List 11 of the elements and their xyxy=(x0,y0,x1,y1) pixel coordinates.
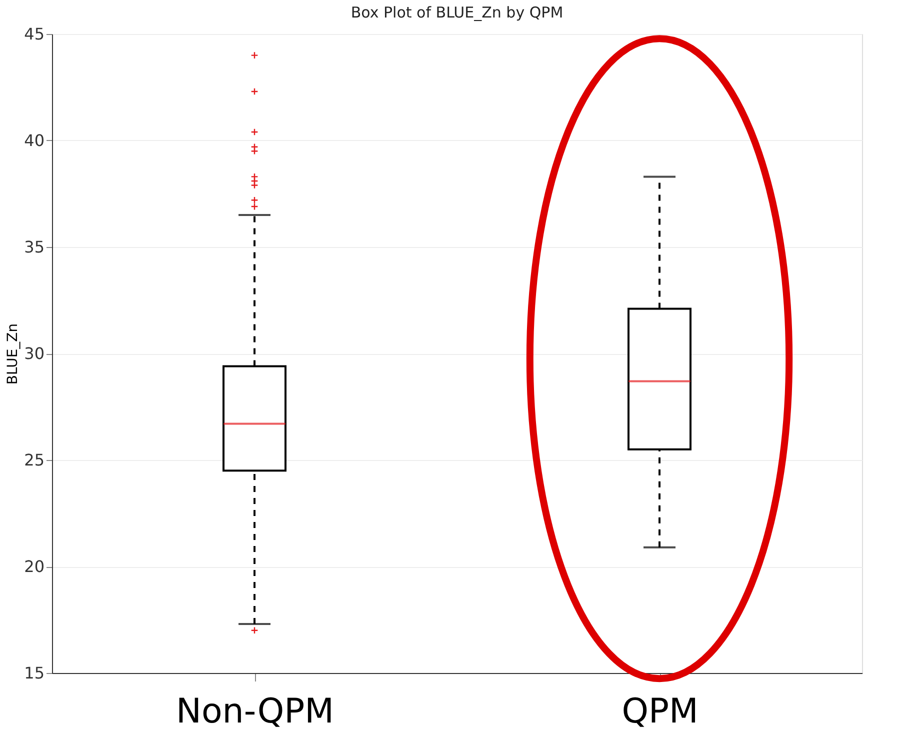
x-tick-label: QPM xyxy=(622,692,698,732)
y-tick-label: 15 xyxy=(24,664,44,682)
y-tick-label: 20 xyxy=(24,557,44,576)
chart-title: Box Plot of BLUE_Zn by QPM xyxy=(350,4,564,22)
y-tick-label: 35 xyxy=(24,238,44,256)
y-tick-label: 40 xyxy=(24,131,44,150)
y-tick-label: 25 xyxy=(24,450,44,470)
y-axis-title: BLUE_Zn xyxy=(5,323,22,385)
y-tick-label: 30 xyxy=(24,344,44,363)
y-tick-label: 45 xyxy=(24,24,44,44)
x-tick-label: Non-QPM xyxy=(176,692,334,732)
